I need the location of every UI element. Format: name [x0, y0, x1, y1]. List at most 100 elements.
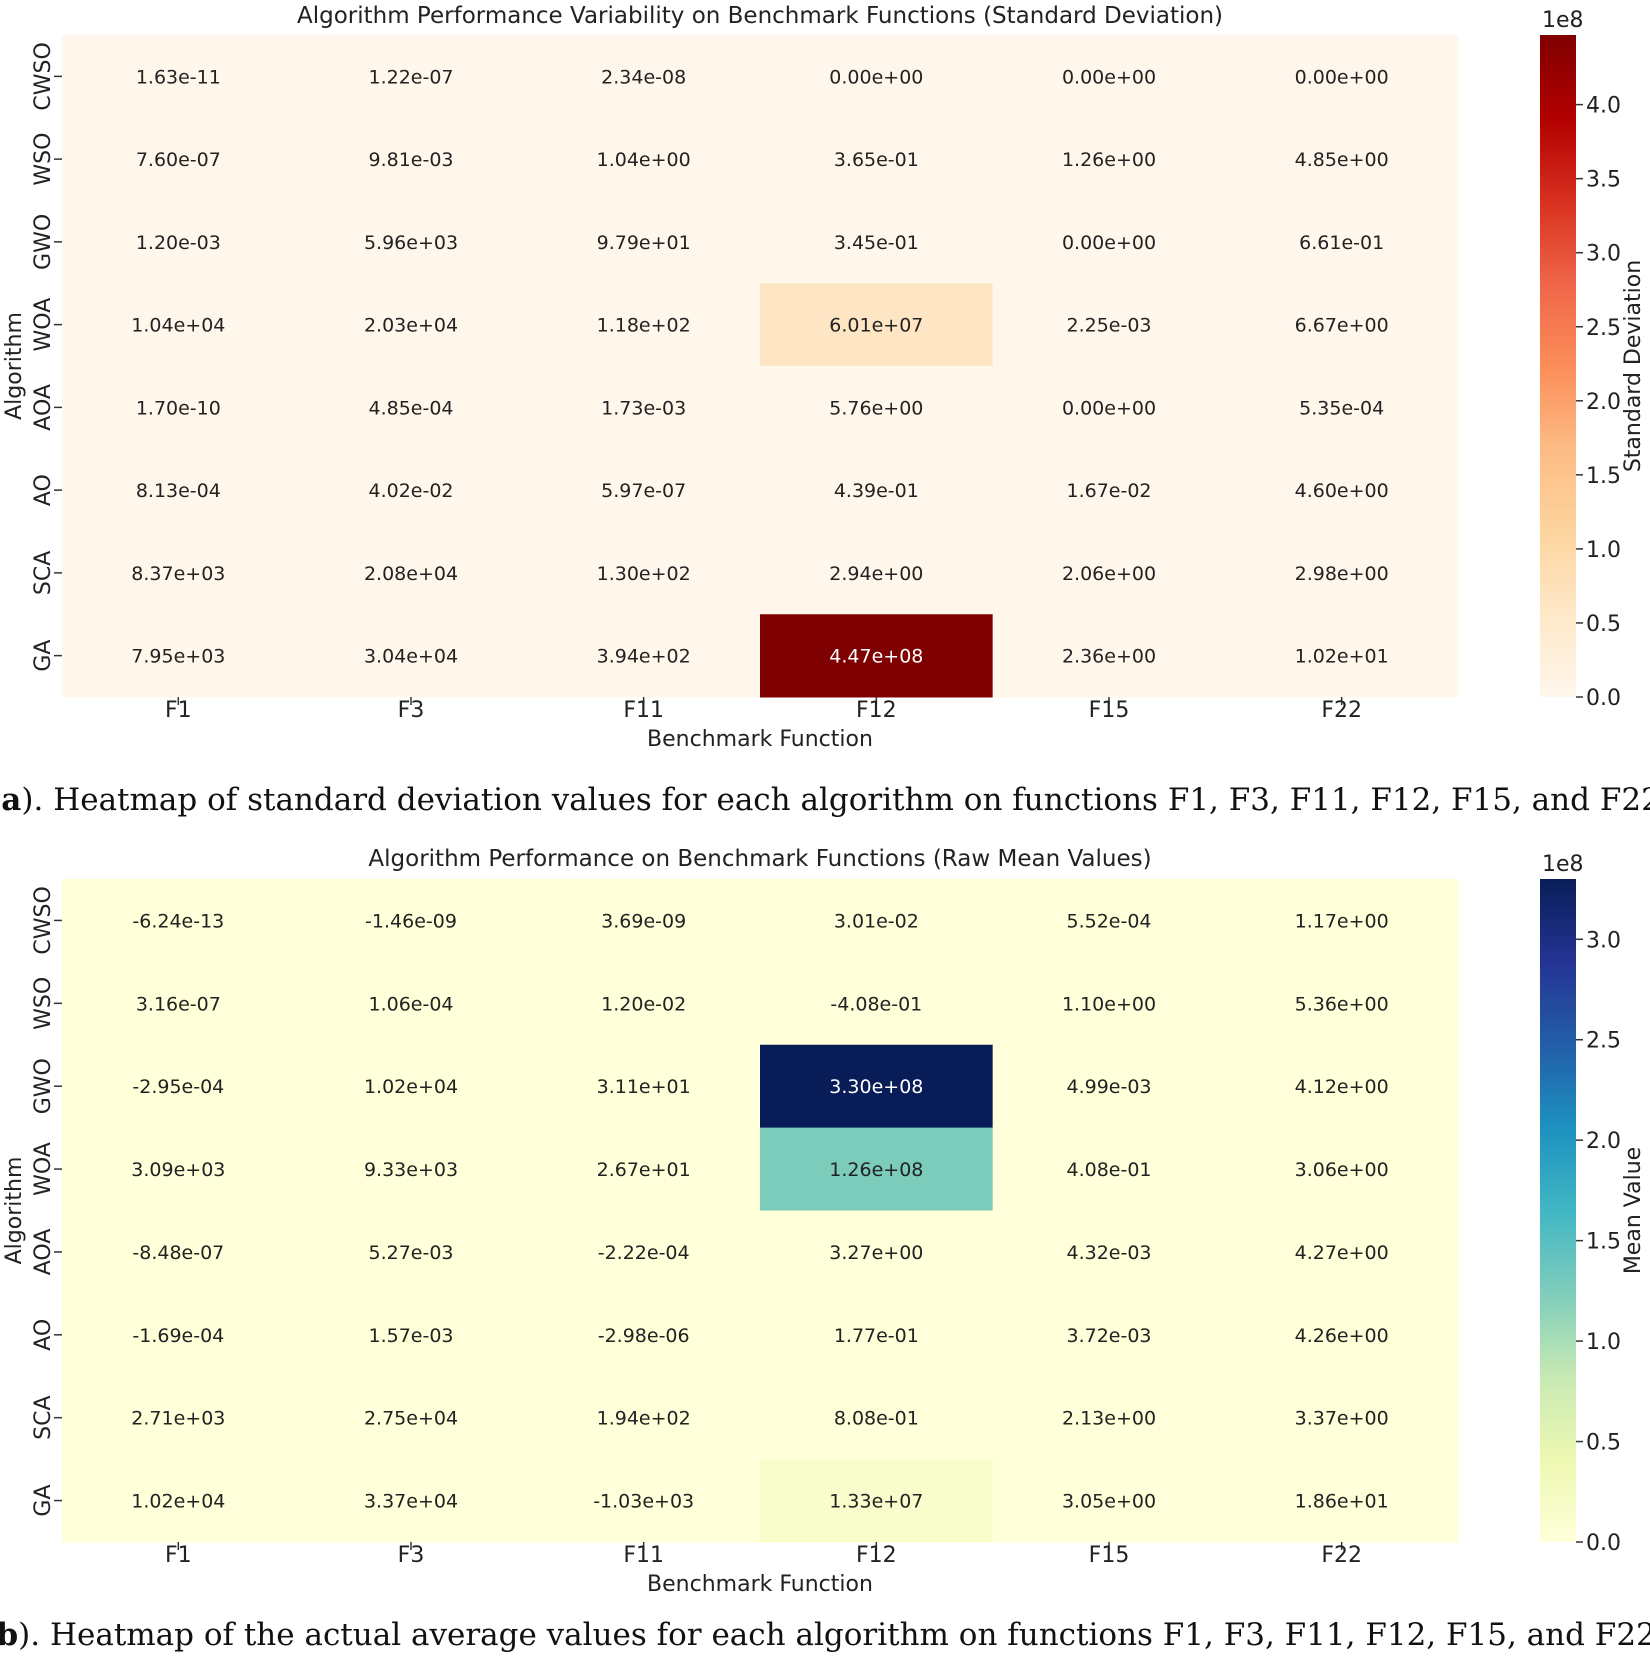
cell-label: 1.70e-10	[136, 397, 221, 419]
cell-label: 1.02e+04	[364, 1076, 458, 1098]
heatmap-cell	[294, 200, 528, 284]
heatmap-cell	[992, 879, 1226, 963]
heatmap-cell	[760, 366, 994, 450]
colorbar-tick-label: 1.5	[1586, 464, 1621, 489]
cell-label: 2.36e+00	[1062, 646, 1156, 668]
cell-label: 5.27e-03	[368, 1242, 453, 1264]
heatmap-cell	[62, 200, 296, 284]
cell-label: 2.25e-03	[1066, 315, 1151, 337]
heatmap-cell	[760, 200, 994, 284]
heatmap-cell	[760, 1293, 994, 1377]
heatmap-cell	[760, 1044, 994, 1129]
heatmap-cell	[992, 961, 1226, 1046]
cell-label: 2.03e+04	[364, 315, 458, 337]
heatmap-panel-0: Algorithm Performance Variability on Ben…	[0, 3, 1650, 818]
heatmap-cell	[992, 614, 1226, 698]
heatmap-cell	[1225, 448, 1459, 532]
heatmap-cell	[527, 366, 761, 450]
heatmap-cell	[992, 1376, 1226, 1460]
cell-label: 4.47e+08	[829, 646, 923, 668]
cell-label: 1.67e-02	[1066, 480, 1151, 502]
cell-label: 2.98e+00	[1295, 563, 1389, 585]
cell-label: 2.06e+00	[1062, 563, 1156, 585]
chart-title: Algorithm Performance on Benchmark Funct…	[368, 846, 1151, 872]
cell-label: 5.35e-04	[1299, 397, 1384, 419]
heatmap-cell	[527, 531, 761, 615]
colorbar-tick-label: 2.5	[1586, 316, 1621, 341]
cell-label: 3.45e-01	[834, 232, 919, 254]
heatmap-cell	[992, 448, 1226, 532]
cell-label: 1.02e+01	[1295, 646, 1389, 668]
cell-label: 9.81e-03	[368, 149, 453, 171]
cell-label: 1.04e+04	[131, 315, 225, 337]
heatmap-cell	[294, 1044, 528, 1129]
heatmap-cell	[760, 961, 994, 1046]
heatmap-cell	[527, 200, 761, 284]
caption-text: ). Heatmap of standard deviation values …	[21, 782, 1650, 818]
heatmap-cell	[760, 531, 994, 615]
cell-label: -2.98e-06	[598, 1325, 690, 1347]
cell-label: 1.26e+08	[829, 1159, 923, 1181]
cell-label: 1.94e+02	[597, 1408, 691, 1430]
heatmap-cell	[527, 1210, 761, 1294]
cell-label: 3.01e-02	[834, 910, 919, 932]
heatmap-cell	[1225, 614, 1459, 698]
heatmap-cell	[760, 283, 994, 367]
heatmap-panel-1: Algorithm Performance on Benchmark Funct…	[0, 846, 1650, 1653]
heatmap-cell	[62, 879, 296, 963]
cell-label: 1.73e-03	[601, 397, 686, 419]
cell-label: 0.00e+00	[1062, 66, 1156, 88]
heatmap-cell	[294, 117, 528, 201]
heatmap-cell	[1225, 961, 1459, 1046]
heatmap-cell	[1225, 531, 1459, 615]
caption-paren: (	[0, 782, 1, 818]
colorbar-tick-label: 0.0	[1586, 1531, 1621, 1556]
caption-text: ). Heatmap of the actual average values …	[18, 1617, 1650, 1653]
cell-label: 6.61e-01	[1299, 232, 1384, 254]
heatmap-cell	[527, 448, 761, 532]
y-tick-label: GA	[31, 640, 56, 672]
cell-label: 3.05e+00	[1062, 1491, 1156, 1513]
heatmap-cell	[1225, 1376, 1459, 1460]
x-tick-label: F15	[1089, 1543, 1130, 1568]
heatmap-cells: 1.63e-11 1.22e-07 2.34e-08 0.00e+00 0.00e+00…	[62, 35, 1459, 698]
cell-label: 9.33e+03	[364, 1159, 458, 1181]
y-tick-label: CWSO	[31, 886, 56, 954]
heatmap-cell	[992, 366, 1226, 450]
heatmap-cell	[992, 117, 1226, 201]
y-tick-label: AOA	[31, 384, 56, 431]
cell-label: 1.22e-07	[368, 66, 453, 88]
cell-label: -4.08e-01	[830, 993, 922, 1015]
heatmap-cell	[1225, 1127, 1459, 1211]
heatmap-cell	[992, 1210, 1226, 1294]
cell-label: 1.10e+00	[1062, 993, 1156, 1015]
heatmap-cell	[527, 1044, 761, 1129]
colorbar-tick-label: 3.5	[1586, 168, 1621, 193]
y-tick-label: GA	[31, 1485, 56, 1517]
heatmap-cell	[1225, 366, 1459, 450]
heatmap-cell	[1225, 1459, 1459, 1543]
heatmap-cell	[992, 531, 1226, 615]
colorbar-tick-label: 2.0	[1586, 1129, 1621, 1154]
heatmap-cell	[294, 366, 528, 450]
cell-label: 3.27e+00	[829, 1242, 923, 1264]
colorbar-tick-label: 3.0	[1586, 928, 1621, 953]
heatmap-cell	[760, 1376, 994, 1460]
heatmap-cell	[294, 448, 528, 532]
heatmap-cell	[294, 614, 528, 698]
cell-label: -1.46e-09	[365, 910, 457, 932]
heatmap-cells: -6.24e-13 -1.46e-09 3.69e-09 3.01e-02 5.52e-…	[62, 879, 1459, 1543]
colorbar-label: Mean Value	[1621, 1147, 1646, 1274]
x-tick-label: F15	[1089, 698, 1130, 723]
heatmap-cell	[1225, 1044, 1459, 1129]
heatmap-cell	[294, 879, 528, 963]
x-axis-label: Benchmark Function	[647, 727, 873, 752]
heatmap-cell	[62, 1459, 296, 1543]
heatmap-cell	[62, 531, 296, 615]
heatmap-cell	[294, 1376, 528, 1460]
colorbar-tick-label: 1.0	[1586, 538, 1621, 563]
y-tick-label: SCA	[31, 1395, 56, 1439]
heatmap-cell	[527, 1127, 761, 1211]
cell-label: 6.01e+07	[829, 315, 923, 337]
